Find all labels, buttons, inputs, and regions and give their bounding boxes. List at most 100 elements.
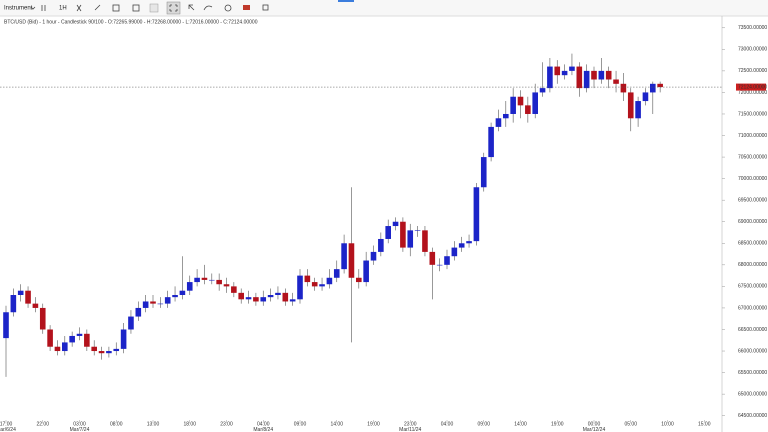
candle-body: [39, 307, 46, 330]
candle-body: [385, 226, 391, 239]
candle-body: [297, 275, 303, 300]
text-tool-button[interactable]: [112, 4, 120, 12]
candle-body: [341, 243, 347, 270]
candle-body: [179, 290, 186, 296]
candle-body: [245, 297, 252, 300]
instrument-menu[interactable]: Instrument: [4, 6, 33, 12]
candle-body: [422, 230, 428, 252]
candle-body: [444, 256, 450, 265]
x-tick-label: 04:00: [441, 421, 454, 427]
candle-body: [642, 92, 649, 102]
layout-button[interactable]: [132, 4, 140, 12]
candle-body: [363, 260, 369, 283]
crosshair-button[interactable]: [188, 4, 195, 11]
x-tick-label: 13:00: [147, 421, 160, 427]
candle-body: [231, 286, 237, 293]
candle-body: [25, 290, 31, 304]
candle-body: [311, 282, 318, 287]
fullscreen-icon: [169, 4, 178, 12]
candle-body: [333, 269, 340, 278]
y-tick-label: 70500.00000: [738, 154, 767, 160]
x-tick-label: 09:00: [294, 421, 307, 427]
x-tick-label: 15:00: [698, 421, 711, 427]
detach-button[interactable]: [262, 4, 269, 11]
candle-body: [436, 264, 443, 266]
y-tick-label: 73500.00000: [738, 25, 767, 31]
candle-body: [135, 307, 142, 317]
candle-body: [635, 101, 641, 119]
candle-body: [569, 66, 575, 71]
y-tick-label: 66500.00000: [738, 327, 767, 333]
candle-body: [458, 243, 465, 248]
candle-body: [54, 346, 61, 352]
flag-button[interactable]: [243, 5, 250, 10]
candle-body: [275, 292, 281, 296]
y-tick-label: 67500.00000: [738, 284, 767, 290]
candle-body: [348, 243, 355, 278]
candle-body: [47, 329, 53, 347]
y-tick-label: 66000.00000: [738, 348, 767, 354]
candle-body: [201, 277, 208, 280]
candle-body: [98, 351, 105, 354]
chart-type-button[interactable]: [41, 5, 46, 11]
candle-body: [10, 295, 17, 313]
y-tick-label: 64500.00000: [738, 413, 767, 419]
x-tick-label: 03:00: [73, 421, 86, 427]
y-tick-label: 65000.00000: [738, 391, 767, 397]
x-tick-label: 14:00: [514, 421, 527, 427]
x-tick-label: 19:00: [367, 421, 380, 427]
drag-handle[interactable]: [338, 0, 354, 2]
candle-body: [650, 83, 656, 93]
candle-body: [392, 221, 399, 227]
x-tick-label: 23:00: [220, 421, 233, 427]
share-button[interactable]: [203, 5, 213, 11]
candle-body: [209, 279, 215, 281]
candle-body: [150, 301, 156, 304]
y-tick-label: 72500.00000: [738, 68, 767, 74]
candle-body: [326, 277, 333, 285]
candle-body: [613, 79, 619, 84]
x-tick-label: 17:00: [0, 421, 12, 427]
candle-body: [532, 92, 538, 114]
fullscreen-button[interactable]: [166, 1, 181, 15]
x-tick-label: 23:00: [404, 421, 417, 427]
settings-button[interactable]: [224, 4, 232, 12]
candle-body: [414, 230, 421, 231]
candle-body: [62, 342, 68, 352]
candle-body: [113, 348, 120, 352]
candle-body: [304, 275, 311, 283]
candle-body: [84, 333, 90, 347]
dropdown-arrow[interactable]: [30, 6, 36, 10]
x-tick-label: 18:00: [183, 421, 196, 427]
candle-body: [238, 292, 244, 300]
candle-body: [400, 221, 406, 248]
y-tick-label: 70000.00000: [738, 176, 767, 182]
x-tick-label: 04:00: [257, 421, 270, 427]
x-tick-label: 14:00: [330, 421, 343, 427]
candle-body: [510, 96, 516, 114]
candle-body: [620, 83, 627, 93]
candle-body: [657, 83, 663, 88]
indicators-button[interactable]: [76, 4, 82, 12]
draw-tool-button[interactable]: [94, 4, 101, 11]
interval-menu[interactable]: 1H: [59, 6, 67, 12]
window-button[interactable]: [149, 3, 159, 13]
candle-body: [525, 105, 531, 114]
candle-body: [539, 88, 546, 93]
candle-body: [91, 346, 97, 352]
candle-body: [289, 299, 296, 302]
candle-body: [128, 316, 134, 330]
candle-body: [370, 251, 377, 261]
x-tick-label: 08:00: [110, 421, 123, 427]
candle-body: [282, 292, 289, 302]
x-tick-label: 09:00: [477, 421, 490, 427]
candle-body: [554, 66, 561, 76]
candle-body: [157, 303, 164, 305]
candle-body: [407, 230, 414, 248]
y-tick-label: 67000.00000: [738, 305, 767, 311]
candle-body: [488, 126, 494, 158]
x-date-label: Mar/12/24: [583, 427, 606, 432]
candle-body: [576, 66, 583, 89]
candle-body: [253, 297, 259, 302]
y-tick-label: 69500.00000: [738, 198, 767, 204]
